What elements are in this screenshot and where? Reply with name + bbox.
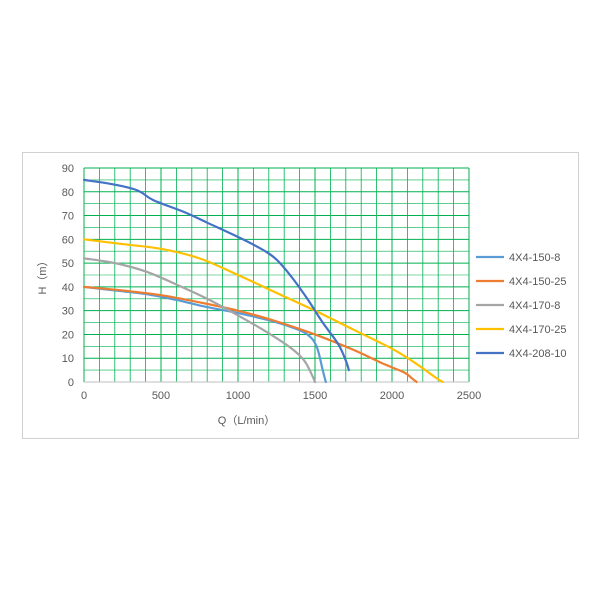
series-line-4X4-208-10 (82, 178, 350, 372)
legend-label: 4X4-208-10 (509, 348, 567, 360)
x-tick-label: 2000 (380, 390, 404, 402)
y-tick-label: 10 (62, 353, 74, 365)
y-tick-label: 0 (68, 377, 74, 389)
series-line-4X4-170-25 (82, 238, 444, 384)
tick-labels: 0 500 1000 1500 2000 2500 0 10 20 30 40 50 60 70 80 90 (62, 163, 481, 402)
y-axis-title: H（m） (36, 255, 49, 294)
y-tick-label: 20 (62, 329, 74, 341)
y-tick-label: 90 (62, 163, 74, 175)
legend-label: 4X4-170-25 (509, 324, 567, 336)
legend-label: 4X4-170-8 (509, 300, 560, 312)
legend: 4X4-150-8 4X4-150-25 4X4-170-8 4X4-170-25 4X… (476, 252, 567, 360)
x-tick-label: 500 (152, 390, 170, 402)
y-tick-label: 40 (62, 282, 74, 294)
y-tick-label: 80 (62, 187, 74, 199)
series-line-4X4-150-25 (82, 285, 418, 384)
x-axis-title: Q（L/min） (218, 414, 275, 427)
x-tick-label: 0 (81, 390, 87, 402)
legend-label: 4X4-150-8 (509, 252, 560, 264)
grid-lines (83, 167, 470, 383)
chart-frame: 0 500 1000 1500 2000 2500 0 10 20 30 40 50 60 70 80 90 … (22, 152, 579, 439)
pump-curve-chart: 0 500 1000 1500 2000 25000102030405060708090 … (36, 163, 567, 427)
y-tick-label: 50 (62, 258, 74, 270)
y-tick-label: 70 (62, 211, 74, 223)
y-tick-label: 60 (62, 234, 74, 246)
x-tick-label: 1500 (303, 390, 327, 402)
x-tick-label: 1000 (226, 390, 250, 402)
series-line-4X4-170-8 (82, 257, 317, 384)
x-tick-label: 2500 (457, 390, 481, 402)
series-lines (82, 178, 444, 384)
y-tick-label: 30 (62, 306, 74, 318)
legend-label: 4X4-150-25 (509, 276, 567, 288)
